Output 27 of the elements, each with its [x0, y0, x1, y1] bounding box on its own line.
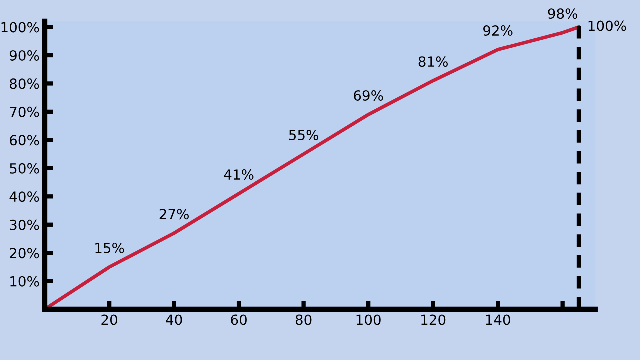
y-tick-label: 90%: [10, 50, 40, 61]
x-tick-label: 40: [166, 314, 182, 326]
data-label: 69%: [354, 90, 384, 101]
y-tick-label: 80%: [10, 78, 40, 90]
x-tick-label: 60: [231, 314, 247, 326]
data-label: 100%: [588, 20, 626, 32]
y-tick-label: 70%: [10, 106, 40, 118]
y-tick-label: 60%: [10, 135, 40, 146]
data-label: 41%: [224, 170, 254, 180]
y-tick-label: 50%: [10, 163, 40, 174]
data-label: 15%: [96, 242, 124, 254]
x-tick-label: 20: [102, 314, 118, 326]
data-label: 92%: [484, 26, 513, 36]
data-label: 98%: [548, 8, 578, 20]
y-tick-label: 10%: [10, 276, 40, 287]
x-tick-label: 80: [296, 314, 312, 326]
y-tick-label: 20%: [10, 248, 40, 259]
data-label: 27%: [160, 209, 189, 220]
x-tick-label: 120: [422, 314, 446, 326]
x-tick-label: 100: [356, 314, 381, 326]
y-tick-label: 40%: [10, 192, 40, 202]
line-series: [44, 26, 581, 310]
y-tick-label: 100%: [2, 22, 40, 33]
data-label: 55%: [289, 130, 318, 141]
y-tick-label: 30%: [10, 220, 40, 230]
x-tick-label: 140: [486, 314, 510, 326]
data-label: 81%: [418, 56, 448, 68]
